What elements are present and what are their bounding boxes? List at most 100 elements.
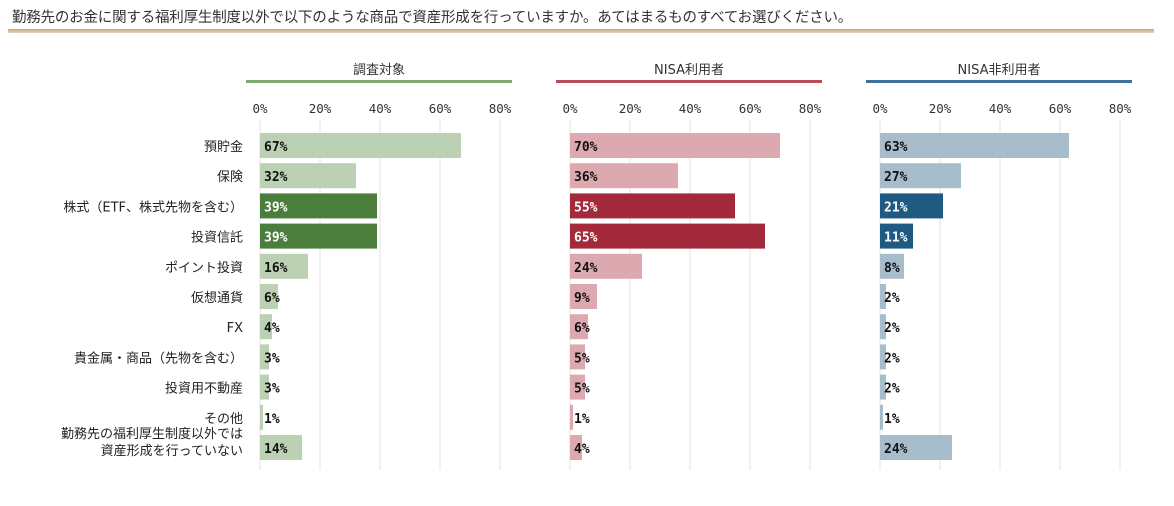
bar-value-label: 2%	[884, 291, 900, 306]
bar	[260, 193, 377, 219]
bar	[570, 404, 573, 430]
bar	[880, 223, 913, 249]
bar-value-label: 6%	[264, 291, 280, 306]
x-tick-label: 20%	[309, 101, 332, 116]
bar	[880, 314, 886, 340]
survey-question: 勤務先のお金に関する福利厚生制度以外で以下のような商品で資産形成を行っていますか…	[12, 10, 853, 26]
category-label-line: 勤務先の福利厚生制度以外では	[61, 426, 243, 442]
bar-value-label: 8%	[884, 261, 900, 276]
bar	[880, 253, 904, 279]
bar	[570, 223, 765, 249]
bar-value-label: 39%	[264, 200, 288, 215]
bar-value-label: 3%	[264, 351, 280, 366]
bar-value-label: 6%	[574, 321, 590, 336]
x-tick-label: 40%	[369, 101, 392, 116]
bar-value-label: 70%	[574, 140, 598, 155]
bar-value-label: 24%	[574, 261, 598, 276]
bar	[570, 344, 585, 370]
x-tick-label: 40%	[989, 101, 1012, 116]
x-tick-label: 0%	[562, 101, 578, 116]
bar-value-label: 27%	[884, 170, 908, 185]
category-label: 投資信託	[191, 230, 243, 246]
panel-title: NISA利用者	[654, 63, 724, 78]
x-tick-label: 0%	[872, 101, 888, 116]
category-label-line: 資産形成を行っていない	[101, 443, 243, 459]
panel-title: 調査対象	[353, 63, 405, 78]
bar	[570, 435, 582, 460]
bar-value-label: 65%	[574, 231, 598, 246]
bar-value-label: 1%	[264, 412, 280, 427]
x-tick-label: 20%	[619, 101, 642, 116]
x-tick-label: 60%	[739, 101, 762, 116]
panel-title-rule	[556, 80, 822, 83]
bar	[260, 223, 377, 249]
bar-value-label: 4%	[264, 321, 280, 336]
bar	[880, 404, 883, 430]
bar	[570, 284, 597, 309]
bar-value-label: 9%	[574, 291, 590, 306]
category-label: 仮想通貨	[191, 290, 243, 306]
bar	[570, 163, 678, 189]
bar	[880, 284, 886, 309]
bar	[260, 284, 278, 309]
bar-value-label: 5%	[574, 382, 590, 397]
bar-value-label: 1%	[574, 412, 590, 427]
x-tick-label: 60%	[1049, 101, 1072, 116]
bar-value-label: 55%	[574, 200, 598, 215]
panel-title-rule	[246, 80, 512, 83]
bar	[880, 133, 1069, 158]
panel-title: NISA非利用者	[958, 63, 1041, 78]
category-label: 貴金属・商品（先物を含む）	[74, 350, 243, 366]
bar-value-label: 2%	[884, 321, 900, 336]
x-tick-label: 20%	[929, 101, 952, 116]
bar-value-label: 1%	[884, 412, 900, 427]
bar-value-label: 5%	[574, 351, 590, 366]
bar-value-label: 14%	[264, 442, 288, 457]
bar-value-label: 3%	[264, 382, 280, 397]
x-tick-label: 80%	[1109, 101, 1132, 116]
x-tick-label: 80%	[489, 101, 512, 116]
bar	[880, 374, 886, 400]
category-label: FX	[227, 321, 243, 336]
bar-value-label: 39%	[264, 231, 288, 246]
x-tick-label: 80%	[799, 101, 822, 116]
bar	[880, 193, 943, 219]
bar	[570, 314, 588, 340]
bar	[570, 193, 735, 219]
category-label: 株式（ETF、株式先物を含む）	[63, 199, 243, 215]
title-underline	[8, 29, 1154, 33]
bar	[570, 374, 585, 400]
bar-value-label: 11%	[884, 231, 908, 246]
x-tick-label: 0%	[252, 101, 268, 116]
bar	[880, 344, 886, 370]
bar-value-label: 2%	[884, 382, 900, 397]
category-label: 保険	[217, 170, 243, 185]
x-tick-label: 60%	[429, 101, 452, 116]
bar	[570, 133, 780, 158]
bar	[260, 404, 263, 430]
bar	[260, 133, 461, 158]
bar-value-label: 32%	[264, 170, 288, 185]
bar-value-label: 24%	[884, 442, 908, 457]
category-label: 投資用不動産	[165, 381, 243, 397]
bar	[880, 163, 961, 189]
bar	[260, 314, 272, 340]
panel-title-rule	[866, 80, 1132, 83]
category-label: ポイント投資	[165, 260, 243, 276]
bar	[260, 163, 356, 189]
bar-value-label: 21%	[884, 200, 908, 215]
bar	[260, 374, 269, 400]
bar-value-label: 2%	[884, 351, 900, 366]
bar	[570, 253, 642, 279]
bar	[260, 435, 302, 460]
category-label: 預貯金	[204, 139, 243, 155]
bar	[260, 253, 308, 279]
bar-value-label: 67%	[264, 140, 288, 155]
x-tick-label: 40%	[679, 101, 702, 116]
bar-value-label: 63%	[884, 140, 908, 155]
bar-value-label: 36%	[574, 170, 598, 185]
category-label: その他	[204, 412, 243, 427]
bar-value-label: 16%	[264, 261, 288, 276]
bar	[260, 344, 269, 370]
